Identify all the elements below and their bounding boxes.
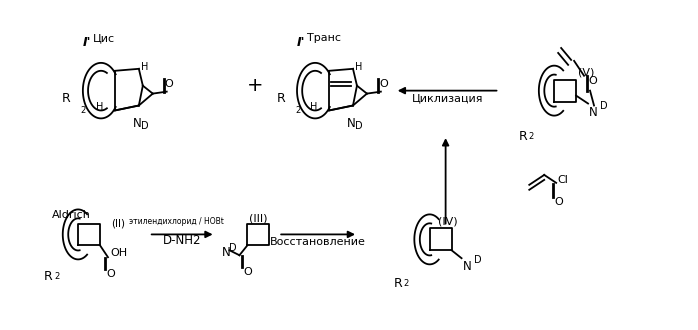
Text: O: O [588, 76, 597, 86]
Text: (IV): (IV) [438, 216, 457, 227]
Text: Циклизация: Циклизация [412, 93, 483, 104]
Text: D: D [600, 101, 608, 111]
Text: I': I' [82, 36, 91, 49]
Text: N: N [133, 117, 141, 130]
Text: O: O [554, 197, 563, 207]
Text: этилендихлорид / HOBt: этилендихлорид / HOBt [129, 216, 224, 226]
Text: O: O [106, 269, 114, 279]
Text: +: + [247, 76, 264, 95]
Text: R: R [62, 92, 71, 105]
Text: (II): (II) [111, 218, 125, 229]
Text: 2: 2 [81, 107, 86, 116]
Text: O: O [165, 79, 174, 89]
Text: 2: 2 [54, 272, 59, 281]
Text: O: O [379, 79, 387, 89]
Text: (V): (V) [578, 68, 594, 78]
Text: R: R [44, 270, 53, 283]
Text: 2: 2 [403, 279, 409, 288]
Text: N: N [589, 106, 597, 118]
Text: D: D [141, 121, 149, 131]
Text: N: N [347, 117, 355, 130]
Text: OH: OH [110, 248, 127, 258]
Text: 2: 2 [295, 107, 300, 116]
Text: Cl: Cl [557, 175, 568, 185]
Text: Транс: Транс [307, 33, 341, 43]
Text: H: H [355, 62, 362, 72]
Text: H: H [310, 103, 317, 113]
Text: I': I' [297, 36, 305, 49]
Text: R: R [394, 277, 403, 290]
Text: H: H [141, 62, 148, 72]
Text: N: N [463, 260, 471, 273]
Text: (III): (III) [249, 214, 267, 224]
Text: R: R [276, 92, 285, 105]
Text: N: N [221, 246, 230, 259]
Text: D: D [355, 121, 362, 131]
Text: R: R [519, 130, 527, 143]
Text: H: H [96, 103, 103, 113]
Text: Aldrich: Aldrich [52, 210, 91, 220]
Text: D: D [230, 243, 237, 253]
Text: 2: 2 [528, 132, 533, 141]
Text: Восстановление: Восстановление [270, 237, 366, 247]
Text: O: O [244, 267, 252, 277]
Text: D: D [473, 255, 481, 265]
Text: D-NH2: D-NH2 [163, 234, 201, 247]
Text: Цис: Цис [93, 33, 115, 43]
